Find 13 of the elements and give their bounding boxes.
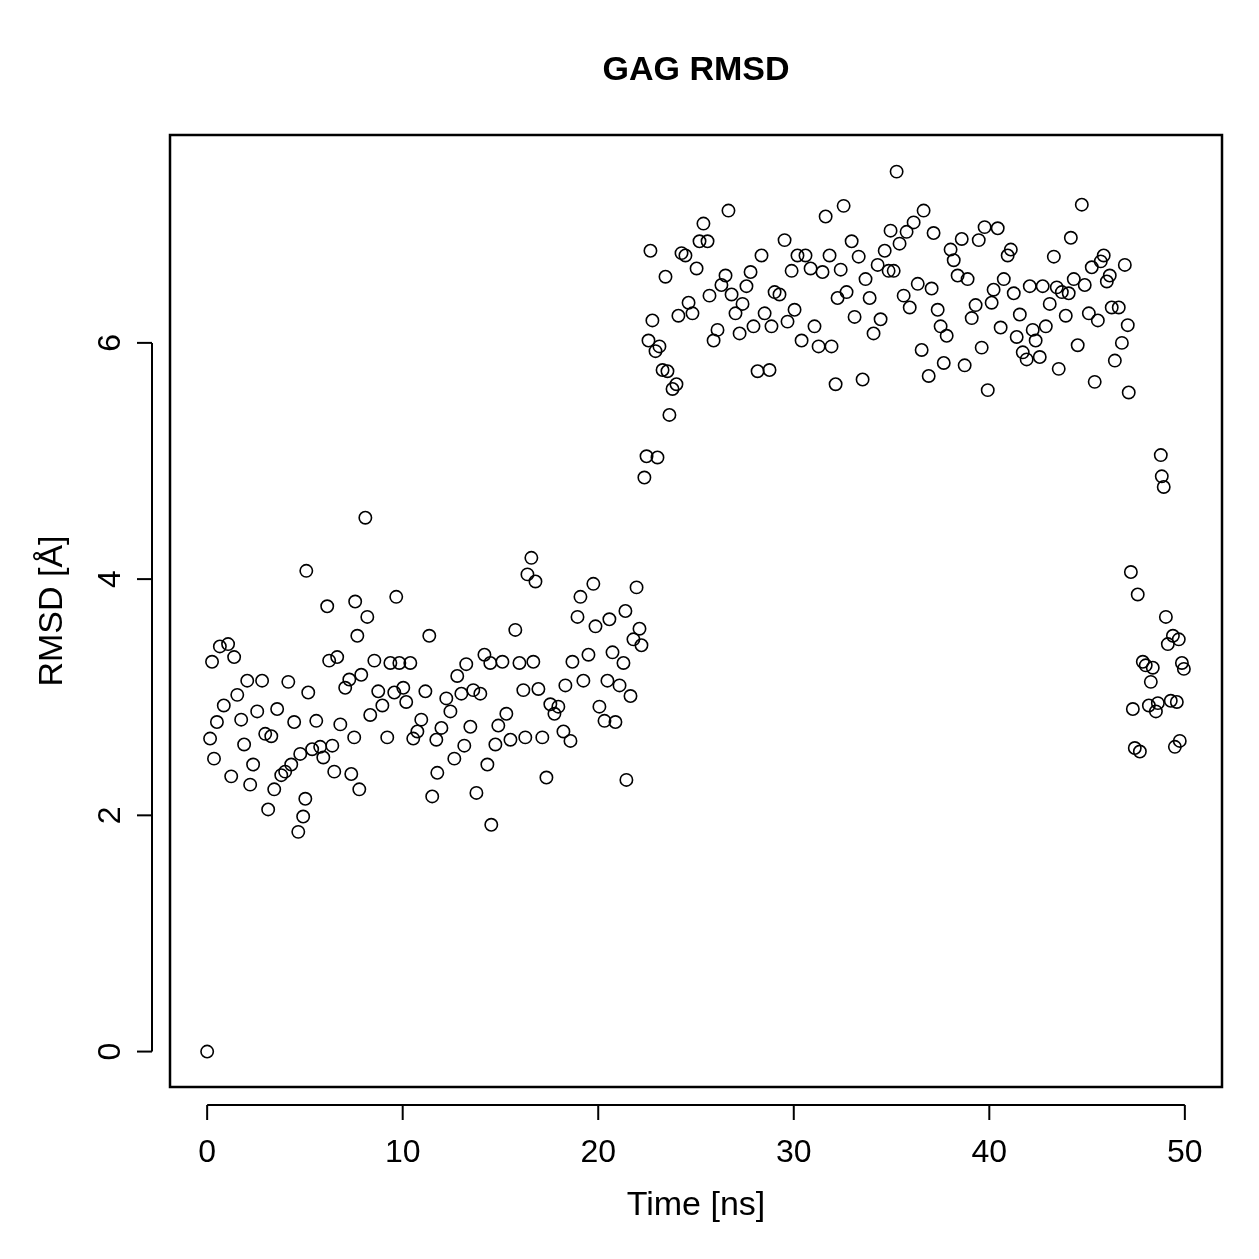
x-tick-label: 20 [580,1133,617,1169]
y-tick-label: 0 [91,1042,127,1061]
x-tick-label: 50 [1167,1133,1203,1169]
chart-title: GAG RMSD [602,49,790,87]
y-tick-label: 6 [91,333,127,352]
y-tick-label: 2 [91,806,127,825]
x-tick-label: 30 [775,1133,812,1169]
x-tick-label: 0 [198,1133,217,1169]
y-tick-label: 4 [91,570,127,589]
x-axis-title: Time [ns] [626,1184,766,1222]
y-axis-title: RMSD [Å] [31,535,69,687]
x-tick-label: 40 [971,1133,1008,1169]
x-tick-label: 10 [384,1133,421,1169]
